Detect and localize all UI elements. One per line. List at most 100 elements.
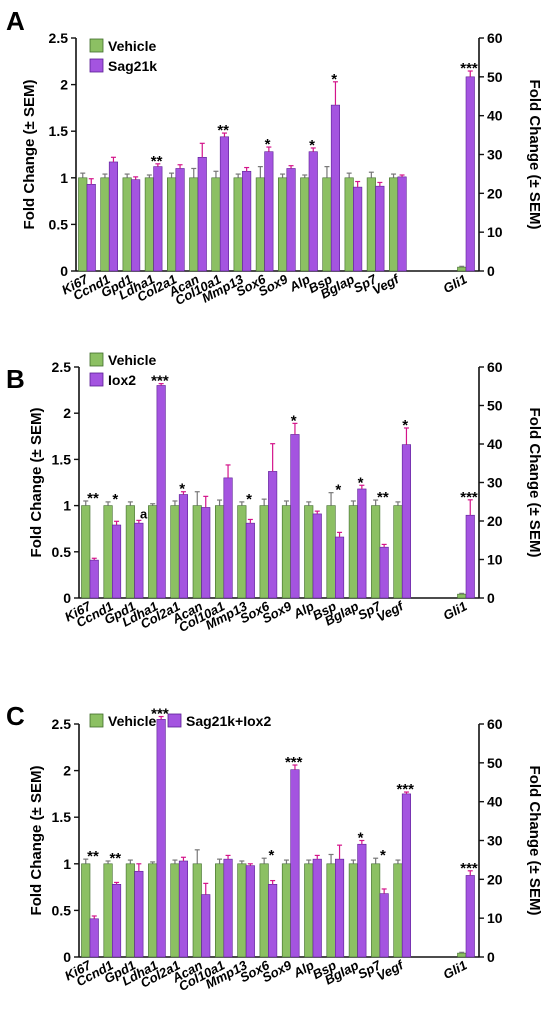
bar-treated-sox9 [290,434,300,599]
bar-vehicle-ccnd1 [103,505,113,599]
bar-treated-col2a1 [178,494,188,599]
bar-treated-vegf [397,176,407,272]
bar-treated-col10a1 [219,136,229,272]
bar-vehicle-bglap [344,177,354,272]
left-y-tick-label: 1 [60,170,68,186]
panel-label: B [6,364,25,394]
left-y-tick-label: 0.5 [52,902,72,918]
bar-treated-ldha1 [156,719,166,958]
left-y-tick-label: 2 [63,405,71,421]
bar-vehicle-col2a1 [170,505,180,599]
left-y-tick-label: 1.5 [52,809,72,825]
right-y-tick-label: 40 [487,794,503,810]
bar-vehicle-gpd1 [125,505,135,599]
legend-swatch [89,372,104,387]
left-y-axis-title: Fold Change (± SEM) [28,766,45,916]
right-y-tick-label: 10 [487,552,503,568]
legend: Vehicle Iox2 [89,352,156,388]
left-y-axis-title: Fold Change (± SEM) [28,408,45,558]
bar-vehicle-acan [189,177,199,272]
significance-marker: * [309,137,315,154]
significance-marker: * [402,417,408,434]
chart-panel-c: C 0 0.5 1 1.5 2 2.5 0 10 20 30 40 50 60 Fold Change (±… [6,701,543,994]
legend-swatch [167,713,182,728]
bar-vehicle-ki67 [78,177,88,272]
bar-treated-ldha1 [153,166,163,272]
significance-marker: ** [217,122,229,139]
bar-treated-sp7 [379,893,389,958]
bar-treated-ki67 [89,559,99,599]
bar-vehicle-mmp13 [237,863,247,958]
left-y-tick-label: 0.5 [52,544,72,560]
bar-vehicle-ki67 [81,863,91,958]
bar-vehicle-vegf [388,177,399,272]
legend-label: Sag21k [108,58,157,74]
left-y-tick-label: 2.5 [52,716,72,732]
panel-label: C [6,701,25,731]
bar-treated-ccnd1 [108,161,118,272]
x-tick-label: Gli1 [441,598,470,623]
right-y-tick-label: 0 [487,590,495,606]
x-tick-label: Vegf [370,271,403,298]
bar-treated-bglap [353,186,363,272]
bar-treated-acan [201,507,211,599]
bar-treated-gpd1 [134,522,144,599]
bar-treated-alp [312,858,322,958]
bar-vehicle-alp [304,505,314,599]
bar-vehicle-sox6 [259,505,269,599]
bar-vehicle-vegf [393,505,403,599]
left-y-tick-label: 0 [63,949,71,965]
significance-marker: ** [87,490,99,507]
right-y-tick-label: 20 [487,513,503,529]
bar-vehicle-ldha1 [148,863,158,958]
significance-marker: *** [285,754,303,771]
left-y-tick-label: 2.5 [49,30,69,46]
bar-vehicle-sox6 [255,177,265,272]
x-tick-label: Gli1 [441,271,470,296]
left-y-tick-label: 2 [60,77,68,93]
bar-treated-sox9 [290,769,300,958]
right-y-tick-label: 10 [487,224,503,240]
bar-vehicle-bsp [326,505,336,599]
significance-marker: *** [151,373,169,390]
significance-marker: * [358,830,364,847]
bar-treated-gpd1 [131,179,141,272]
bar-treated-col2a1 [178,860,188,958]
bar-treated-gli1 [465,875,475,958]
right-y-tick-label: 30 [487,475,503,491]
bar-vehicle-bglap [348,505,358,599]
bar-vehicle-ki67 [81,505,91,599]
right-y-tick-label: 0 [487,949,495,965]
bar-treated-bsp [330,104,341,272]
significance-marker: * [358,474,364,491]
bar-treated-ccnd1 [112,524,122,599]
bar-vehicle-sox9 [281,863,292,958]
significance-marker: *** [460,860,478,877]
right-y-tick-label: 20 [487,185,503,201]
x-tick-label: Gli1 [441,957,470,982]
bar-treated-alp [308,151,318,272]
significance-marker: ** [151,153,163,170]
right-y-tick-label: 40 [487,108,503,124]
bar-treated-vegf [401,444,412,599]
bar-treated-col10a1 [223,858,233,958]
right-y-tick-label: 10 [487,910,503,926]
bar-vehicle-gpd1 [125,863,135,958]
bar-treated-sp7 [375,185,385,272]
bar-vehicle-gli1 [457,952,467,958]
bar-treated-mmp13 [245,865,255,958]
right-y-tick-label: 30 [487,833,503,849]
left-y-tick-label: 2.5 [52,359,72,375]
right-y-tick-label: 20 [487,871,503,887]
left-y-tick-label: 1 [63,498,71,514]
bar-treated-sp7 [379,546,389,599]
bar-vehicle-bsp [326,863,336,958]
left-y-tick-label: 1.5 [52,451,72,467]
bar-vehicle-mmp13 [237,505,247,599]
legend-label: Sag21k+Iox2 [186,713,271,729]
significance-marker: ** [109,850,121,867]
significance-marker: * [265,136,271,153]
bar-treated-sox6 [264,151,274,272]
right-y-axis-title: Fold Change (± SEM) [526,408,543,558]
legend-label: Vehicle [108,352,156,368]
